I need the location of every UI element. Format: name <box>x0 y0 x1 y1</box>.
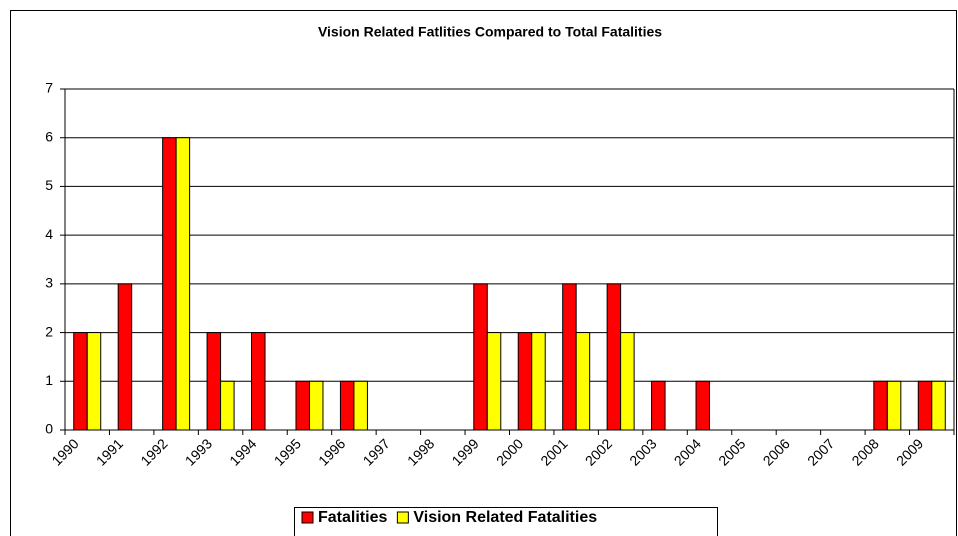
bar <box>651 380 666 431</box>
y-tick-label: 4 <box>45 226 53 242</box>
legend-swatch <box>301 511 314 524</box>
y-tick-label: 5 <box>45 177 53 193</box>
chart-title: Vision Related Fatlities Compared to Tot… <box>318 24 662 40</box>
bar <box>562 283 577 431</box>
legend-label: Vision Related Fatalities <box>413 509 597 526</box>
bar <box>251 332 266 431</box>
y-tick-label: 0 <box>45 421 53 437</box>
y-tick-label: 7 <box>45 80 53 96</box>
bar <box>486 332 502 431</box>
bar <box>517 332 533 431</box>
bar <box>917 380 933 431</box>
bar <box>339 380 355 431</box>
bar <box>295 380 310 431</box>
bar <box>206 332 222 431</box>
bar <box>308 380 324 431</box>
bar <box>531 332 546 431</box>
bar <box>606 283 622 431</box>
bar <box>220 380 235 431</box>
bar <box>873 380 888 431</box>
legend-box <box>294 507 718 536</box>
y-tick-label: 1 <box>45 372 53 388</box>
bar <box>117 283 133 431</box>
bar <box>620 332 635 431</box>
y-tick-label: 3 <box>45 275 53 291</box>
bar <box>73 332 88 431</box>
bar <box>162 137 177 431</box>
legend-swatch <box>396 511 409 524</box>
bar <box>353 380 368 431</box>
bar <box>575 332 591 431</box>
bar <box>175 137 191 431</box>
bar <box>473 283 488 431</box>
bar <box>886 380 902 431</box>
legend-label: Fatalities <box>318 509 387 526</box>
bar <box>695 380 711 431</box>
bar <box>931 380 946 431</box>
y-tick-label: 2 <box>45 323 53 339</box>
y-tick-label: 6 <box>45 128 53 144</box>
bar <box>86 332 102 431</box>
